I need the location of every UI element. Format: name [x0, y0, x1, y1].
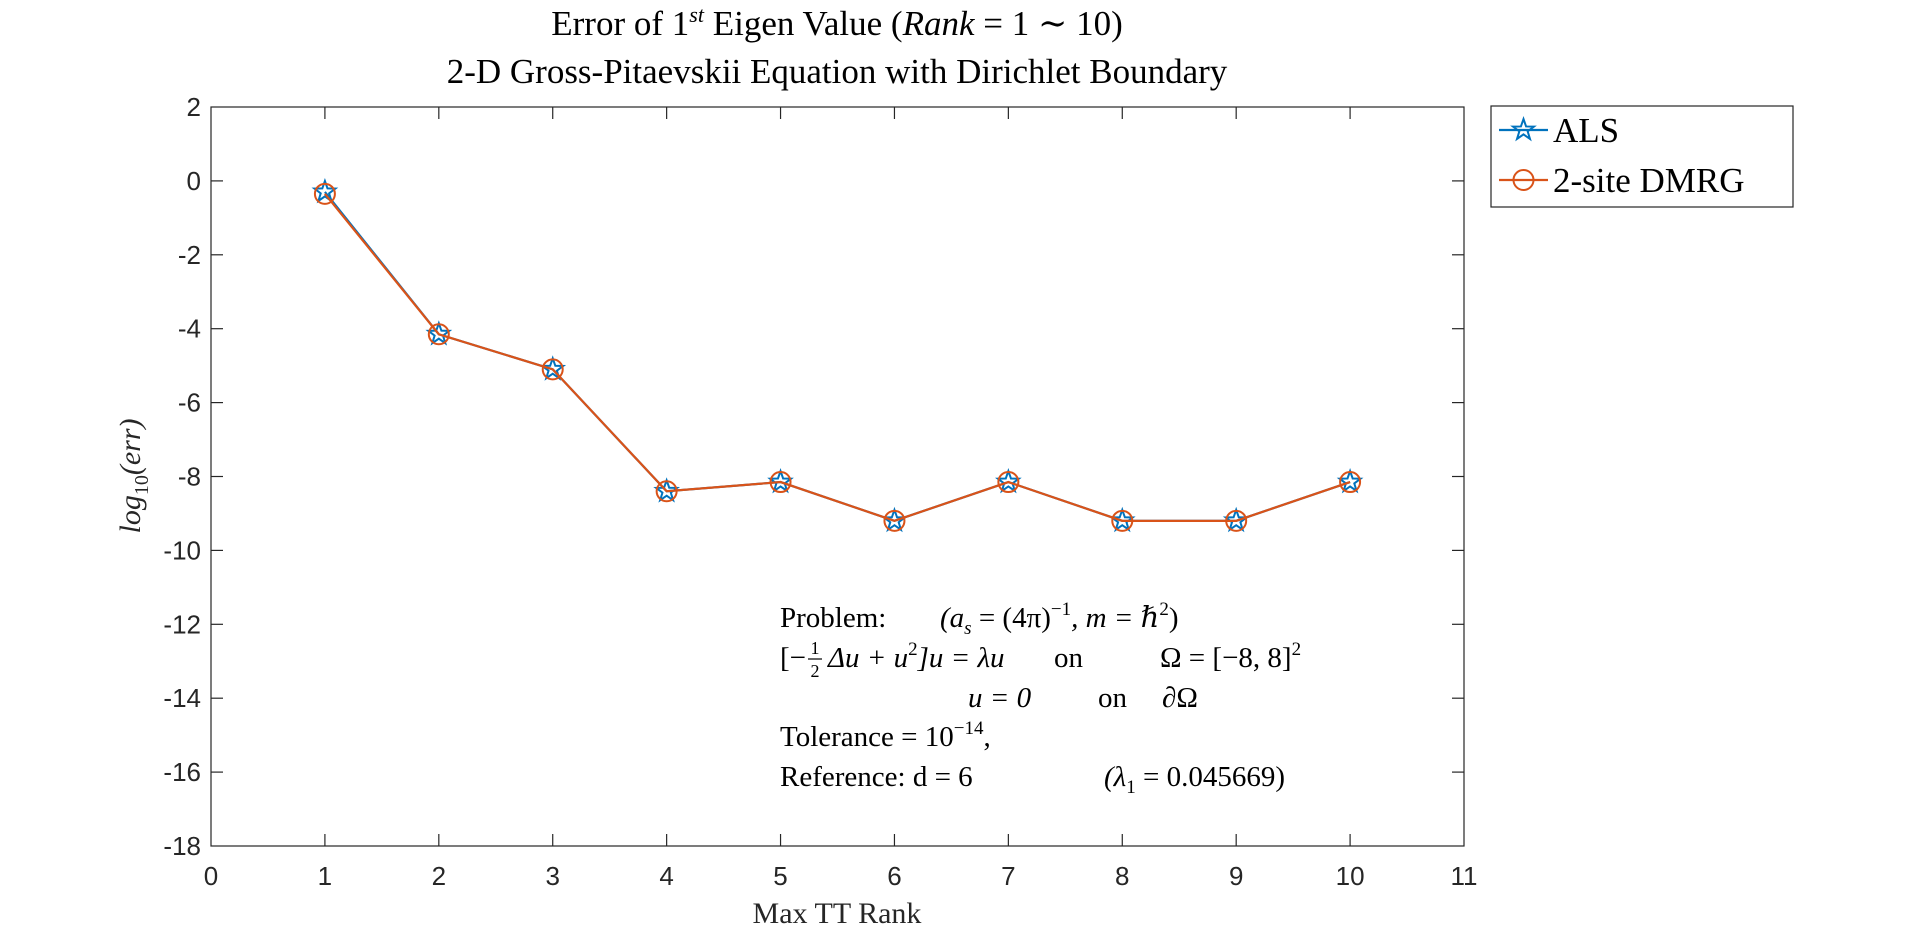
star-marker-icon — [1510, 115, 1537, 142]
x-tick-labels: 0 1 2 3 4 5 6 7 8 9 10 11 — [204, 861, 1478, 891]
series-layer — [311, 177, 1364, 533]
legend-items: ALS 2-site DMRG — [1499, 111, 1745, 200]
x-tick-label: 3 — [545, 861, 559, 891]
x-tick-label: 10 — [1336, 861, 1365, 891]
series-line — [324, 193, 1351, 523]
x-tick-label: 7 — [1001, 861, 1015, 891]
data-point — [655, 480, 678, 503]
legend: ALS 2-site DMRG — [1490, 105, 1794, 208]
annotation-line-equation-rest: Δu + u2]u = λu on Ω = [−8, 8]2 — [827, 639, 1301, 674]
data-point — [769, 471, 792, 494]
legend-box — [1490, 105, 1794, 208]
x-tick-label: 8 — [1115, 861, 1129, 891]
y-tick-label: 0 — [187, 166, 201, 196]
annotation-frac-den: 2 — [811, 661, 820, 681]
data-point — [1225, 509, 1248, 532]
x-tick-label: 0 — [204, 861, 218, 891]
plot-area — [210, 106, 1465, 847]
data-point — [425, 320, 453, 346]
x-tick-label: 5 — [773, 861, 787, 891]
data-point — [313, 182, 336, 205]
data-point — [653, 477, 680, 503]
data-point — [995, 467, 1022, 494]
y-tick-label: -4 — [178, 314, 201, 344]
data-point — [427, 323, 450, 346]
y-tick-label: 2 — [187, 92, 201, 122]
y-tick-labels: 2 0 -2 -4 -6 -8 -10 -12 -14 -16 -18 — [163, 92, 201, 861]
x-tick-label: 6 — [887, 861, 901, 891]
x-tick-label: 9 — [1229, 861, 1243, 891]
x-tick-label: 4 — [659, 861, 673, 891]
annotation-line-tolerance: Tolerance = 10−14, — [780, 718, 991, 753]
data-point — [1336, 467, 1364, 494]
legend-item: 2-site DMRG — [1499, 161, 1745, 200]
data-point — [1339, 471, 1362, 494]
y-tick-label: -18 — [163, 831, 201, 861]
problem-annotation: Problem: (as = (4π)−1, m = ℏ2) [− 1 2 Δu … — [780, 599, 1301, 798]
annotation-line-equation: [− — [780, 642, 806, 674]
legend-label: 2-site DMRG — [1553, 161, 1745, 200]
chart-title: Error of 1st Eigen Value (Rank = 1 ∼ 10) — [551, 2, 1122, 43]
data-point — [1111, 509, 1134, 532]
legend-item: ALS — [1499, 111, 1619, 150]
data-point — [541, 358, 564, 381]
y-tick-label: -2 — [178, 240, 201, 270]
data-point — [883, 509, 906, 532]
data-point — [767, 467, 794, 494]
title-superscript: st — [689, 2, 705, 27]
y-tick-label: -12 — [163, 609, 201, 639]
annotation-frac-num: 1 — [811, 638, 820, 658]
annotation-line-reference: Reference: d = 6 (λ1 = 0.045669) — [780, 761, 1285, 798]
x-tick-label: 1 — [318, 861, 332, 891]
y-tick-label: -6 — [178, 388, 201, 418]
y-tick-label: -14 — [163, 683, 201, 713]
annotation-line-problem: Problem: (as = (4π)−1, m = ℏ2) — [780, 599, 1178, 639]
series-2-site-dmrg — [313, 182, 1362, 532]
chart-subtitle: 2-D Gross-Pitaevskii Equation with Diric… — [447, 52, 1228, 91]
x-tick-label: 2 — [432, 861, 446, 891]
data-point — [997, 471, 1020, 494]
x-tick-label: 11 — [1451, 861, 1478, 891]
circle-marker-icon — [1512, 169, 1535, 191]
y-axis-label: log10(err) — [114, 419, 153, 534]
x-axis-label: Max TT Rank — [753, 897, 922, 930]
y-tick-label: -10 — [163, 535, 201, 565]
y-tick-label: -16 — [163, 757, 201, 787]
annotation-line-boundary: u = 0 on ∂Ω — [968, 682, 1198, 714]
y-tick-label: -8 — [178, 462, 201, 492]
axis-ticks — [211, 107, 1464, 846]
legend-label: ALS — [1553, 111, 1619, 150]
